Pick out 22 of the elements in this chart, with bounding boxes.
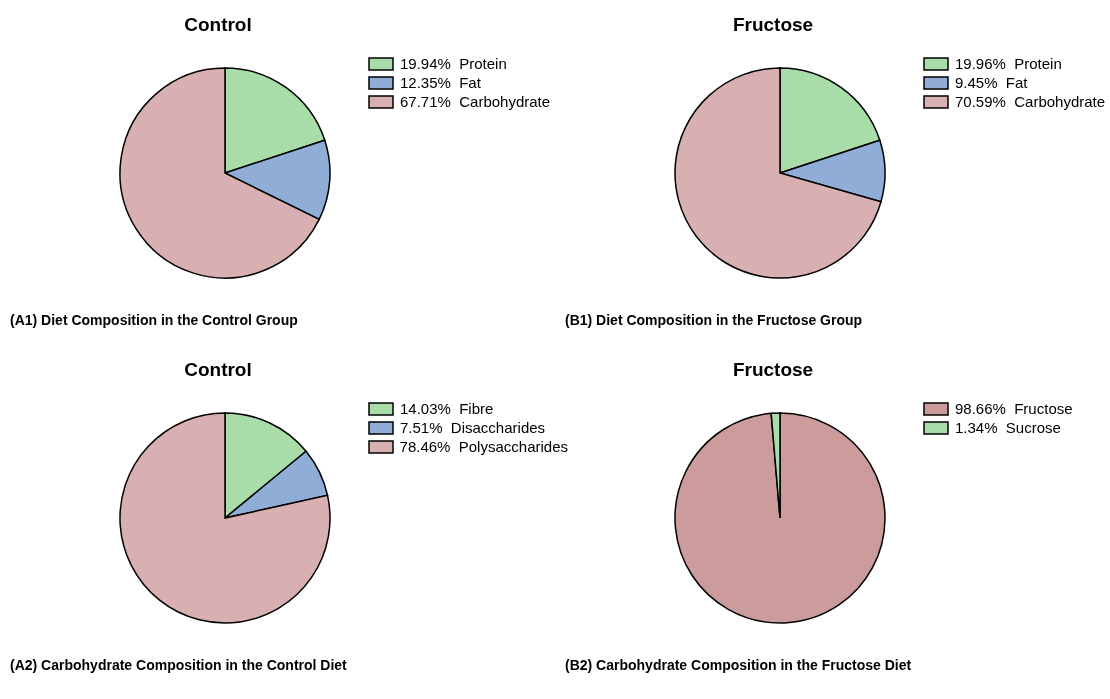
legend-label: 98.66% Fructose (955, 400, 1073, 417)
chart-title: Control (183, 14, 253, 36)
chart-title: Control (183, 359, 253, 381)
legend-label: 19.96% Protein (955, 55, 1062, 72)
legend-label: 19.94% Protein (400, 55, 507, 72)
legend-label: 67.71% Carbohydrate (400, 93, 551, 110)
chart-title: Fructose (731, 14, 815, 36)
legend-label: 1.34% Sucrose (955, 419, 1061, 436)
legend-label: 12.35% Fat (400, 74, 481, 91)
legend-label: 9.45% Fat (955, 74, 1028, 91)
legend-label: 14.03% Fibre (400, 400, 494, 417)
text: (A1) Diet Composition in the Control Group (10, 312, 298, 328)
pie-slice (674, 67, 882, 279)
legend-label: 78.46% Polysaccharides (399, 438, 568, 455)
pie-slice (119, 412, 331, 624)
legend-label: 70.59% Carbohydrate (955, 93, 1106, 110)
text: (A2) Carbohydrate Composition in the Control Diet (10, 657, 347, 673)
text: (B1) Diet Composition in the Fructose Group (565, 312, 863, 328)
legend-label: 7.51% Disaccharides (400, 419, 546, 436)
pie-slice (674, 412, 886, 624)
chart-title: Fructose (731, 359, 815, 381)
text: (B2) Carbohydrate Composition in the Fructose Diet (565, 657, 912, 673)
